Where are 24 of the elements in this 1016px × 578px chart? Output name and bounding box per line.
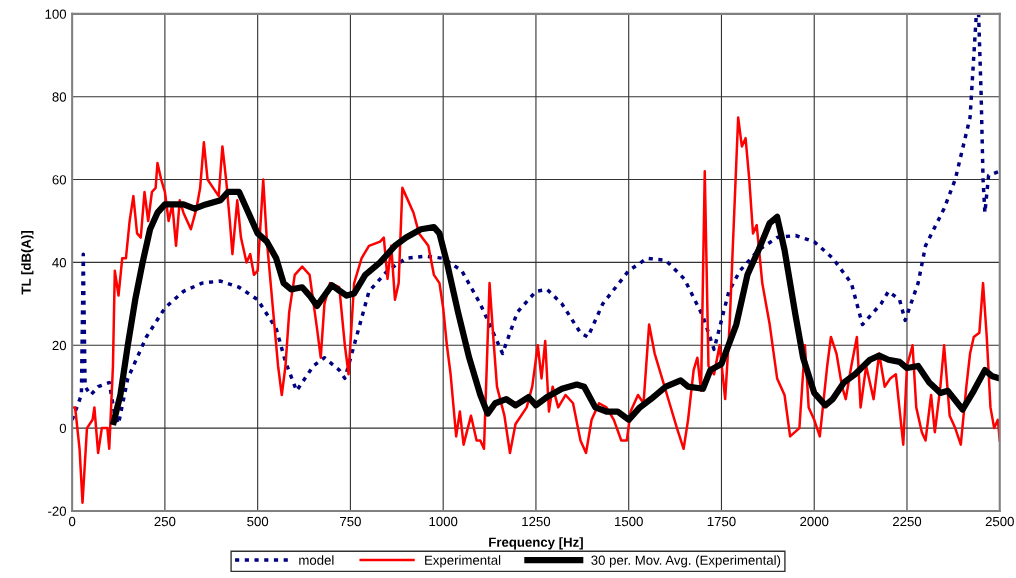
x-tick-label: 500 [247,516,269,527]
y-tick-label: 20 [52,340,67,351]
x-axis-title: Frequency [Hz] [489,537,583,550]
y-tick-label: 40 [52,257,67,268]
x-tick-label: 1500 [615,516,643,527]
y-tick-label: -20 [48,506,67,516]
line-series [72,116,1000,504]
x-tick-label: 250 [154,516,176,527]
y-tick-label: 80 [52,92,67,102]
y-tick-label: 60 [52,175,67,185]
x-tick-label: 0 [68,516,76,527]
y-tick-label: 100 [45,9,67,19]
x-tick-label: 1250 [522,516,551,527]
legend-label: Experimental [425,555,501,568]
y-axis-title: TL [dB(A)] [21,231,34,295]
x-tick-label: 2250 [892,516,922,527]
x-tick-label: 2000 [800,516,829,527]
legend-label: model [299,555,334,565]
x-tick-label: 1750 [707,516,736,527]
x-tick-label: 2500 [985,516,1014,527]
y-tick-label: 0 [59,423,67,434]
legend-label: 30 per. Mov. Avg. (Experimental) [591,555,781,568]
x-tick-label: 750 [340,516,361,527]
x-tick-label: 1000 [429,516,458,527]
